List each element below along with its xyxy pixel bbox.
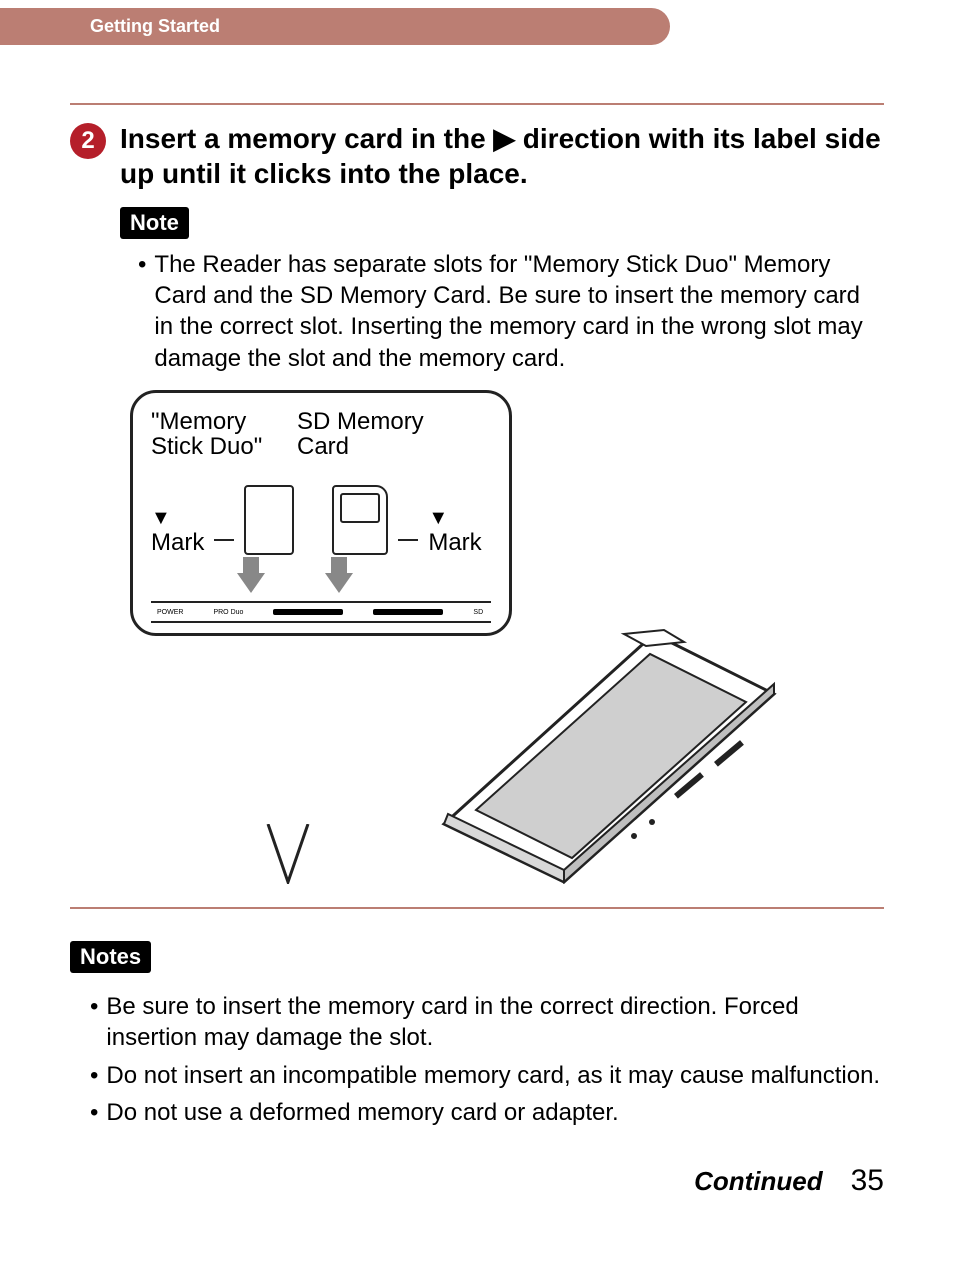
notes-text-1: Be sure to insert the memory card in the… <box>106 991 884 1053</box>
mark-text-right: Mark <box>428 530 481 555</box>
reader-device-icon <box>424 624 784 884</box>
note-text: The Reader has separate slots for "Memor… <box>154 249 884 374</box>
mark-left: ▼ Mark <box>151 507 204 555</box>
step-number-badge: 2 <box>70 123 106 159</box>
label-memory-stick-duo: "Memory Stick Duo" <box>151 409 271 459</box>
triangle-down-icon: ▼ <box>428 507 448 530</box>
step-number: 2 <box>81 127 94 155</box>
sd-card-group <box>332 485 388 555</box>
slot-sd-label: SD <box>473 609 483 616</box>
bullet-dot-icon: • <box>138 249 146 374</box>
mark-text-left: Mark <box>151 530 204 555</box>
continued-label: Continued <box>694 1166 823 1197</box>
step-row: 2 Insert a memory card in the ▶ directio… <box>70 121 884 191</box>
mark-right: ▼ Mark <box>428 507 481 555</box>
notes-bullet: • Be sure to insert the memory card in t… <box>90 991 884 1053</box>
top-rule <box>70 103 884 105</box>
slot-power-label: POWER <box>157 609 183 616</box>
notes-text-3: Do not use a deformed memory card or ada… <box>106 1097 618 1128</box>
figure: "Memory Stick Duo" SD Memory Card ▼ Mark <box>130 390 884 889</box>
mid-rule <box>70 907 884 909</box>
device-slot-strip: POWER PRO Duo SD <box>151 601 491 623</box>
leader-line-left <box>214 539 234 541</box>
triangle-down-icon: ▼ <box>151 507 171 530</box>
memory-stick-card-icon <box>244 485 294 555</box>
callout-box: "Memory Stick Duo" SD Memory Card ▼ Mark <box>130 390 512 636</box>
bullet-dot-icon: • <box>90 1060 98 1091</box>
section-header: Getting Started <box>0 8 670 45</box>
section-title: Getting Started <box>90 16 220 36</box>
notes-label-text: Notes <box>80 944 141 969</box>
note-label-text: Note <box>130 210 179 235</box>
callout-leader-icon <box>260 824 330 884</box>
step-heading: Insert a memory card in the ▶ direction … <box>120 121 884 191</box>
ms-slot-icon <box>273 609 343 615</box>
arrow-down-icon <box>237 559 265 593</box>
sd-slot-icon <box>373 609 443 615</box>
insert-arrows <box>237 559 491 593</box>
page-footer: Continued 35 <box>0 1154 954 1222</box>
arrow-down-icon <box>325 559 353 593</box>
note-bullet: • The Reader has separate slots for "Mem… <box>138 249 884 374</box>
cards-row: ▼ Mark ▼ Mark <box>151 465 491 555</box>
sd-card-icon <box>332 485 388 555</box>
page-number: 35 <box>851 1164 884 1198</box>
notes-label: Notes <box>70 941 151 973</box>
play-icon: ▶ <box>493 123 515 154</box>
notes-bullet: • Do not use a deformed memory card or a… <box>90 1097 884 1128</box>
bullet-dot-icon: • <box>90 991 98 1053</box>
callout-labels: "Memory Stick Duo" SD Memory Card <box>151 409 491 459</box>
step-heading-pre: Insert a memory card in the <box>120 123 493 154</box>
label-sd-memory-card: SD Memory Card <box>297 409 437 459</box>
note-body: • The Reader has separate slots for "Mem… <box>138 249 884 374</box>
slot-produo-label: PRO Duo <box>213 609 243 616</box>
notes-text-2: Do not insert an incompatible memory car… <box>106 1060 880 1091</box>
ms-card-group <box>244 485 294 555</box>
note-label: Note <box>120 207 189 239</box>
leader-line-right <box>398 539 418 541</box>
notes-body: • Be sure to insert the memory card in t… <box>70 991 884 1128</box>
bullet-dot-icon: • <box>90 1097 98 1128</box>
page-content: 2 Insert a memory card in the ▶ directio… <box>0 45 954 1154</box>
notes-bullet: • Do not insert an incompatible memory c… <box>90 1060 884 1091</box>
